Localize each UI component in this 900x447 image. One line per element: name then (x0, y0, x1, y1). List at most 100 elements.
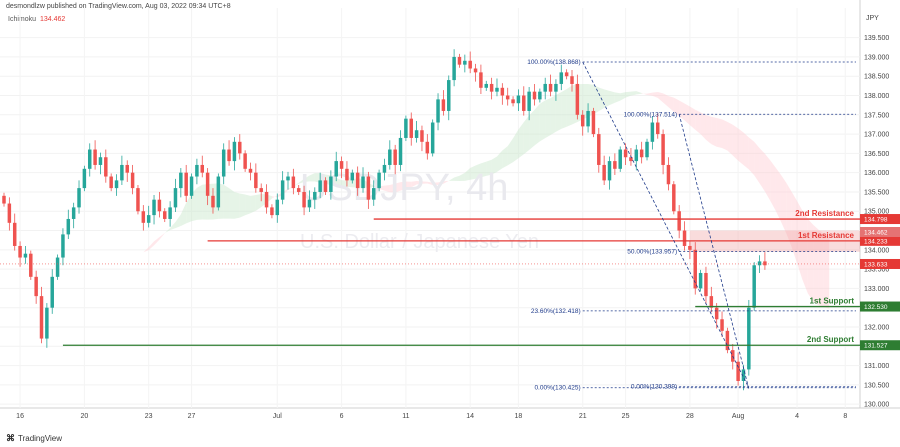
candle-body (371, 188, 376, 200)
cloud-segment (164, 227, 171, 234)
candle-body (731, 350, 735, 362)
cloud-segment (121, 264, 128, 268)
candle-body (623, 149, 628, 158)
candle-body (163, 211, 167, 219)
candle (329, 170, 333, 200)
candle (61, 228, 65, 266)
candle (238, 134, 242, 160)
cloud-segment (711, 116, 717, 147)
cloud-segment (395, 182, 401, 193)
cloud-segment (614, 92, 621, 103)
candle-body (736, 361, 740, 381)
x-tick-label: 6 (340, 413, 344, 420)
candle-body (709, 296, 714, 308)
cloud-segment (566, 85, 572, 127)
y-tick-label: 138.000 (864, 93, 889, 100)
y-tick-label: 130.000 (864, 402, 889, 409)
candle-body (441, 99, 446, 111)
candle (39, 286, 44, 344)
candle-body (704, 272, 708, 297)
currency-label: JPY (866, 15, 879, 22)
candle-body (677, 211, 681, 231)
candle (77, 180, 81, 214)
candle-body (216, 176, 221, 208)
candle (645, 138, 649, 161)
candle (409, 112, 413, 146)
fib-label: 23.60%(132.418) (531, 308, 581, 315)
candle (382, 158, 387, 181)
candle (270, 204, 274, 219)
candle (559, 64, 564, 91)
candle (45, 303, 49, 348)
candle-body (82, 168, 87, 189)
candle (522, 86, 526, 116)
price-tag (860, 301, 900, 312)
candle-body (23, 253, 28, 258)
cloud-segment (416, 181, 422, 185)
candle (98, 152, 103, 175)
cloud-segment (154, 237, 160, 246)
candle (371, 180, 376, 206)
candle (655, 113, 660, 139)
candle (634, 144, 639, 171)
cloud-segment (314, 173, 321, 183)
candle (152, 195, 156, 225)
tradingview-logo-icon: ⌘ (6, 433, 15, 443)
candle (82, 165, 87, 192)
candle (361, 167, 365, 193)
cloud-segment (304, 175, 310, 183)
cloud-segment (657, 92, 664, 103)
candle (87, 143, 92, 177)
candle (586, 103, 590, 133)
cloud-segment (159, 232, 165, 240)
x-tick-label: 11 (402, 413, 409, 420)
candle-body (522, 95, 526, 111)
candle (505, 87, 510, 106)
cloud-segment (84, 232, 90, 237)
cloud-segment (641, 92, 648, 95)
candle (195, 158, 199, 185)
cloud-segment (100, 250, 106, 262)
candle-body (270, 207, 274, 216)
grid (0, 0, 900, 409)
candle-body (157, 199, 162, 212)
candle-body (682, 230, 687, 246)
fib-label: 100.00%(138.868) (527, 59, 581, 66)
candle (334, 151, 338, 182)
candle (200, 155, 205, 178)
resistance-label: 1st Resistance (798, 231, 855, 240)
candle-body (345, 168, 349, 181)
candle (570, 70, 574, 92)
candle (736, 352, 740, 386)
cloud-segment (588, 83, 594, 118)
candle (280, 171, 285, 205)
candle-body (307, 199, 312, 208)
candle-body (125, 164, 129, 173)
candle (114, 174, 119, 196)
candle-body (275, 199, 280, 216)
indicator-legend[interactable]: Ichimoku 134.462 (8, 16, 65, 23)
resistance-label: 2nd Resistance (795, 209, 854, 218)
candle-body (286, 176, 290, 181)
cloud-segment (186, 193, 192, 224)
y-tick-label: 130.500 (864, 382, 889, 389)
candle-body (393, 149, 397, 165)
candle (205, 168, 210, 206)
candle (339, 156, 344, 179)
cloud-segment (427, 181, 433, 186)
candle-body (720, 319, 724, 331)
candle (264, 184, 269, 214)
x-tick-label: 20 (80, 413, 88, 420)
candle-body (404, 118, 408, 138)
candle-body (98, 157, 103, 165)
candle-body (420, 130, 424, 142)
candle-body (586, 110, 590, 127)
candle (163, 208, 167, 223)
cloud-segment (373, 185, 380, 189)
candle-body (650, 122, 655, 142)
candle (50, 269, 54, 314)
candle-body (248, 168, 253, 173)
cloud-segment (79, 224, 85, 233)
cloud-segment (175, 214, 181, 229)
